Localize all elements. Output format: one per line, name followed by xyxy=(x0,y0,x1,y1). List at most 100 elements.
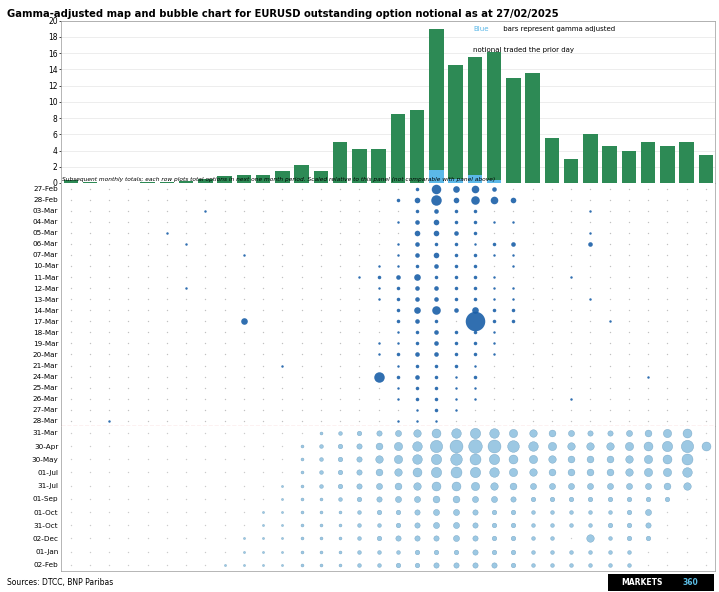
Point xyxy=(123,442,134,451)
Point xyxy=(642,350,654,359)
Point xyxy=(277,560,288,570)
Point xyxy=(565,350,577,359)
Point xyxy=(661,361,673,370)
Point xyxy=(373,294,385,304)
Point xyxy=(623,428,635,437)
Point xyxy=(123,317,134,326)
Point xyxy=(642,217,654,227)
Point xyxy=(65,560,76,570)
Point xyxy=(508,520,519,530)
Point xyxy=(604,547,615,556)
Point xyxy=(623,416,635,426)
Point xyxy=(450,394,462,404)
Point xyxy=(161,272,173,282)
Point xyxy=(431,305,442,315)
Point xyxy=(334,284,346,293)
Point xyxy=(315,261,326,271)
Point xyxy=(123,339,134,348)
Point xyxy=(200,481,211,490)
Point xyxy=(700,442,712,451)
Point xyxy=(123,284,134,293)
Point xyxy=(661,272,673,282)
Point xyxy=(546,250,558,260)
Point xyxy=(431,383,442,392)
Point xyxy=(469,317,480,326)
Point xyxy=(277,239,288,249)
Point xyxy=(296,468,308,477)
Point xyxy=(604,394,615,404)
Point xyxy=(354,383,365,392)
Point xyxy=(373,206,385,215)
Point xyxy=(469,250,480,260)
Point xyxy=(450,228,462,237)
Point xyxy=(238,206,249,215)
Point xyxy=(84,372,96,381)
Point xyxy=(180,217,192,227)
Point xyxy=(681,217,692,227)
Point xyxy=(642,416,654,426)
Point xyxy=(200,442,211,451)
Point xyxy=(623,195,635,204)
Point xyxy=(200,261,211,271)
Point xyxy=(315,507,326,517)
Point xyxy=(661,317,673,326)
Point xyxy=(315,428,326,437)
Point xyxy=(238,520,249,530)
Point xyxy=(411,317,423,326)
Point xyxy=(373,533,385,543)
Point xyxy=(104,339,115,348)
Point xyxy=(450,339,462,348)
Point xyxy=(84,284,96,293)
Point xyxy=(623,533,635,543)
Point xyxy=(200,184,211,193)
Point xyxy=(104,372,115,381)
Point xyxy=(488,305,500,315)
Point xyxy=(200,383,211,392)
Point xyxy=(546,468,558,477)
Point xyxy=(238,507,249,517)
Point xyxy=(219,383,230,392)
Point xyxy=(296,228,308,237)
Point xyxy=(65,481,76,490)
Point xyxy=(488,455,500,464)
Point xyxy=(623,261,635,271)
Point xyxy=(161,428,173,437)
Point xyxy=(84,228,96,237)
Bar xyxy=(603,146,617,183)
Point xyxy=(469,394,480,404)
Point xyxy=(334,468,346,477)
Point xyxy=(219,442,230,451)
Point xyxy=(642,520,654,530)
Point xyxy=(411,350,423,359)
Point xyxy=(681,317,692,326)
Point xyxy=(123,206,134,215)
Bar xyxy=(275,171,290,183)
Point xyxy=(219,294,230,304)
Point xyxy=(334,228,346,237)
Point xyxy=(238,455,249,464)
Point xyxy=(450,327,462,337)
Point xyxy=(392,361,403,370)
Point xyxy=(411,455,423,464)
Point xyxy=(585,455,596,464)
Point xyxy=(450,217,462,227)
Point xyxy=(546,217,558,227)
Point xyxy=(65,284,76,293)
Point xyxy=(508,184,519,193)
Point xyxy=(65,520,76,530)
Point xyxy=(238,416,249,426)
Point xyxy=(623,394,635,404)
Point xyxy=(546,547,558,556)
Point xyxy=(565,442,577,451)
Point xyxy=(277,481,288,490)
Point xyxy=(565,468,577,477)
Point xyxy=(65,533,76,543)
Point xyxy=(661,507,673,517)
Point xyxy=(431,372,442,381)
Point xyxy=(661,217,673,227)
Point xyxy=(84,560,96,570)
Point xyxy=(450,250,462,260)
Point xyxy=(354,405,365,414)
Point xyxy=(508,250,519,260)
Point xyxy=(277,184,288,193)
